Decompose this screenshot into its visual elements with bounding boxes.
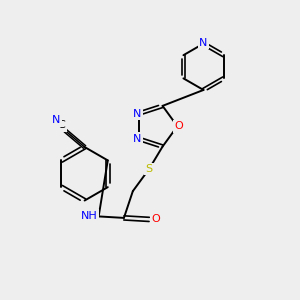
Text: O: O	[151, 214, 160, 224]
Text: S: S	[146, 164, 153, 174]
Text: NH: NH	[80, 211, 97, 221]
Text: N: N	[133, 109, 141, 118]
Text: O: O	[175, 121, 183, 131]
Text: N: N	[133, 134, 141, 144]
Text: N: N	[52, 115, 61, 125]
Text: N: N	[199, 38, 208, 48]
Text: C: C	[58, 120, 66, 130]
